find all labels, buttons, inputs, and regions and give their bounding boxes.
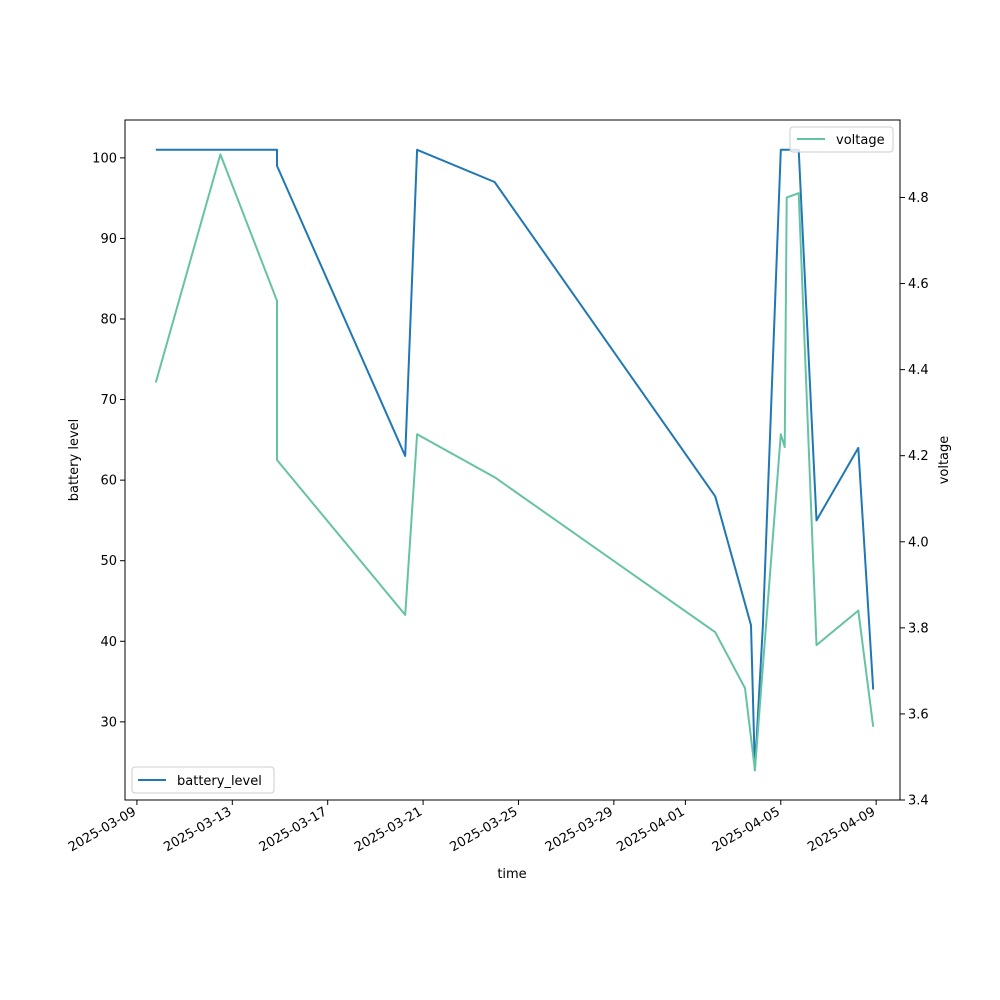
y-right-tick-label: 4.4 bbox=[908, 363, 929, 378]
legend-voltage: voltage bbox=[789, 126, 894, 153]
y-left-tick-label: 80 bbox=[100, 313, 117, 328]
series-layer bbox=[154, 148, 875, 772]
series-line-voltage bbox=[154, 153, 875, 771]
y-left-tick-label: 30 bbox=[100, 715, 117, 730]
x-axis-label: time bbox=[497, 867, 526, 882]
legend-battery-level-box bbox=[131, 766, 275, 794]
plot-frame bbox=[124, 119, 901, 801]
legend-battery-level-label: battery_level bbox=[177, 774, 262, 789]
y-right-tick-label: 4.6 bbox=[908, 277, 929, 292]
y-axis-label-right: voltage bbox=[937, 436, 952, 485]
y-right-tick-label: 3.4 bbox=[908, 794, 929, 809]
y-left-tick-label: 100 bbox=[92, 151, 117, 166]
series-line-battery-level bbox=[155, 148, 875, 772]
legend-battery-level: battery_level bbox=[131, 766, 275, 794]
y-left-tick-label: 90 bbox=[100, 232, 117, 247]
legend-voltage-box bbox=[789, 126, 894, 153]
y-right-tick-label: 3.6 bbox=[908, 707, 929, 722]
y-left-tick-label: 50 bbox=[100, 554, 117, 569]
y-left-tick-label: 60 bbox=[100, 474, 117, 489]
y-left-tick-label: 40 bbox=[100, 635, 117, 650]
y-right-tick-label: 4.0 bbox=[908, 535, 929, 550]
y-axis-label-left: battery level bbox=[67, 419, 82, 502]
y-right-tick-label: 3.8 bbox=[908, 621, 929, 636]
legend-voltage-label: voltage bbox=[836, 133, 885, 148]
y-right-tick-label: 4.2 bbox=[908, 449, 929, 464]
y-left-tick-label: 70 bbox=[100, 393, 117, 408]
y-right-tick-label: 4.8 bbox=[908, 191, 929, 206]
